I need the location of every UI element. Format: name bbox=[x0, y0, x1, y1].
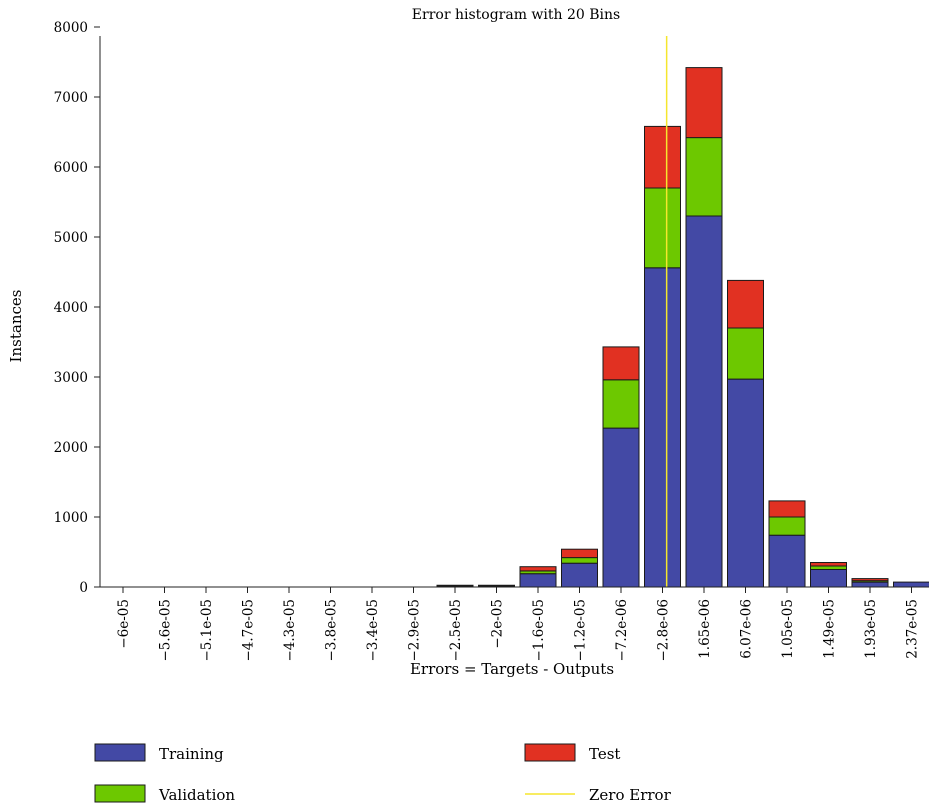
y-tick-label: 4000 bbox=[54, 300, 88, 316]
legend-label-validation: Validation bbox=[158, 786, 235, 804]
bar-segment-training bbox=[727, 378, 764, 588]
bar-segment-test bbox=[810, 562, 847, 567]
x-tick-label: −2e-05 bbox=[490, 599, 506, 649]
x-tick-label: −4.7e-05 bbox=[241, 599, 257, 662]
bar-segment-test bbox=[561, 548, 598, 559]
x-tick-label: 1.65e-06 bbox=[697, 599, 713, 659]
x-tick-label: 1.05e-05 bbox=[780, 599, 796, 659]
bar-segment-training bbox=[519, 573, 557, 588]
bar-segment-test bbox=[685, 67, 723, 139]
legend-swatch-validation bbox=[94, 784, 146, 803]
x-tick-label: −7.2e-06 bbox=[614, 599, 630, 662]
x-tick-label: −5.6e-05 bbox=[158, 599, 174, 662]
x-tick-label: 1.49e-05 bbox=[822, 599, 838, 659]
bar-segment-test bbox=[727, 279, 764, 329]
bar-segment-training bbox=[893, 581, 929, 588]
y-tick-label: 5000 bbox=[54, 230, 88, 246]
bar-segment-test bbox=[851, 578, 889, 582]
bar-segment-training bbox=[685, 215, 723, 588]
plot-area: 0 1000 2000 3000 4000 5000 6000 7000 8000 −6e-05 −… bbox=[54, 20, 929, 662]
x-tick-label: −2.5e-05 bbox=[448, 599, 464, 662]
bar-segment-test bbox=[768, 500, 806, 518]
legend-swatch-training bbox=[94, 743, 146, 762]
x-tick-label: −1.2e-05 bbox=[573, 599, 589, 662]
bar-segment-validation bbox=[644, 187, 681, 269]
bar-segment-validation bbox=[768, 516, 806, 536]
chart-title: Error histogram with 20 Bins bbox=[412, 7, 620, 23]
bar-segment-validation bbox=[685, 137, 723, 217]
x-tick-label: −3.8e-05 bbox=[324, 599, 340, 662]
bar-segment-training bbox=[602, 427, 640, 588]
y-tick-label: 6000 bbox=[54, 160, 88, 176]
x-tick-label: −2.8e-06 bbox=[656, 599, 672, 662]
y-axis-label: Instances bbox=[7, 290, 25, 363]
bar-segment-validation bbox=[561, 557, 598, 564]
bar-segment-training bbox=[810, 569, 847, 588]
bar-segment-test bbox=[602, 346, 640, 381]
bar-segment-validation bbox=[810, 565, 847, 570]
y-tick-label: 8000 bbox=[54, 20, 88, 36]
x-axis-label: Errors = Targets - Outputs bbox=[410, 660, 614, 678]
bar-segment-training bbox=[851, 581, 889, 588]
x-tick-label: −6e-05 bbox=[116, 599, 132, 649]
y-tick-label: 3000 bbox=[54, 370, 88, 386]
bar-segment-training bbox=[768, 534, 806, 588]
legend-label-zero-error: Zero Error bbox=[589, 786, 672, 804]
y-tick-label: 0 bbox=[79, 580, 88, 596]
x-tick-label: −2.9e-05 bbox=[407, 599, 423, 662]
bar-segment-test bbox=[644, 125, 681, 189]
x-tick-label: −4.3e-05 bbox=[282, 599, 298, 662]
bar-segment-training bbox=[561, 562, 598, 588]
legend-swatch-test bbox=[524, 743, 576, 762]
y-tick-label: 1000 bbox=[54, 510, 88, 526]
bar-segment-validation bbox=[727, 327, 764, 380]
legend-label-training: Training bbox=[159, 745, 224, 763]
x-tick-label: 1.93e-05 bbox=[863, 599, 879, 659]
x-tick-label: −1.6e-05 bbox=[531, 599, 547, 662]
x-tick-label: −5.1e-05 bbox=[199, 599, 215, 662]
bar-segment-validation bbox=[602, 379, 640, 429]
y-tick-label: 2000 bbox=[54, 440, 88, 456]
x-tick-label: 6.07e-06 bbox=[739, 599, 755, 659]
legend-label-test: Test bbox=[589, 745, 620, 763]
x-tick-label: 2.37e-05 bbox=[905, 599, 921, 659]
bar-segment-test bbox=[519, 566, 557, 572]
y-tick-label: 7000 bbox=[54, 90, 88, 106]
legend: Training Test Validation Zero Error bbox=[94, 743, 672, 804]
bar-segment-training bbox=[644, 267, 681, 588]
x-tick-label: −3.4e-05 bbox=[365, 599, 381, 662]
